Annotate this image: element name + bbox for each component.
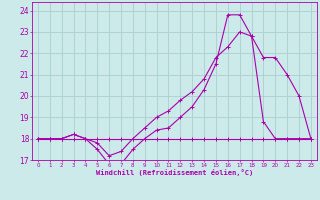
X-axis label: Windchill (Refroidissement éolien,°C): Windchill (Refroidissement éolien,°C) bbox=[96, 169, 253, 176]
